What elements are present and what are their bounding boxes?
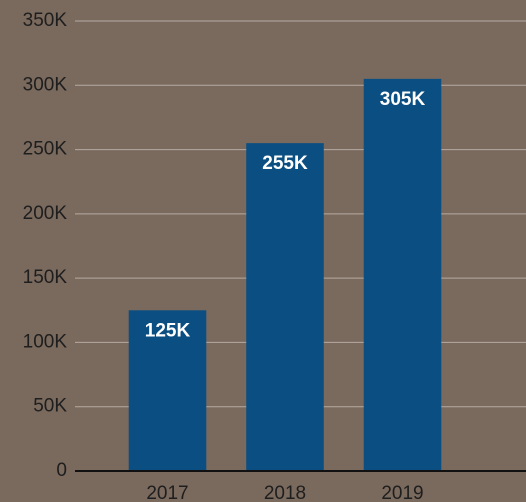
y-tick-label: 100K bbox=[23, 331, 68, 352]
value-label: 125K bbox=[145, 320, 191, 341]
y-tick-label: 50K bbox=[33, 396, 67, 417]
x-tick-label: 2019 bbox=[381, 483, 423, 502]
value-label: 255K bbox=[262, 153, 308, 174]
value-label: 305K bbox=[380, 89, 426, 110]
bar bbox=[246, 143, 324, 471]
y-tick-label: 0 bbox=[56, 460, 67, 481]
bar bbox=[363, 78, 442, 471]
bar bbox=[128, 310, 207, 471]
y-tick-label: 350K bbox=[23, 10, 68, 31]
x-tick-label: 2017 bbox=[146, 483, 188, 502]
x-tick-label: 2018 bbox=[264, 483, 306, 502]
y-tick-label: 300K bbox=[23, 74, 68, 95]
y-tick-label: 250K bbox=[23, 139, 68, 160]
y-tick-label: 200K bbox=[23, 203, 68, 224]
y-tick-label: 150K bbox=[23, 267, 68, 288]
